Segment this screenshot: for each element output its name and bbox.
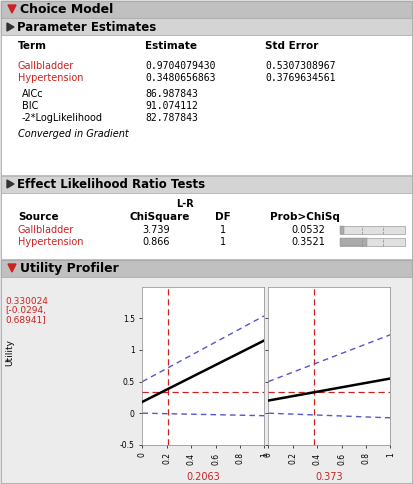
Text: 0.866: 0.866 xyxy=(142,237,170,247)
Text: DF: DF xyxy=(215,212,231,222)
Text: Parameter Estimates: Parameter Estimates xyxy=(17,21,156,34)
Bar xyxy=(1,18,412,35)
Text: 1: 1 xyxy=(220,225,226,235)
Text: [-0.0294,: [-0.0294, xyxy=(5,306,46,315)
Bar xyxy=(1,193,412,259)
Text: 0.2063: 0.2063 xyxy=(187,471,220,482)
Text: 0.9704079430: 0.9704079430 xyxy=(145,61,216,71)
Text: Hypertension: Hypertension xyxy=(18,237,83,247)
Text: 1: 1 xyxy=(220,237,226,247)
Bar xyxy=(340,238,368,246)
Bar xyxy=(340,238,405,246)
Text: Term: Term xyxy=(18,41,47,51)
Polygon shape xyxy=(8,5,16,13)
Text: Utility: Utility xyxy=(5,338,14,365)
Bar xyxy=(1,1,412,18)
Text: 3.739: 3.739 xyxy=(142,225,170,235)
Bar xyxy=(340,226,405,234)
Bar xyxy=(1,260,412,277)
Text: 0.330024: 0.330024 xyxy=(5,297,48,306)
Text: L-R: L-R xyxy=(176,199,194,209)
Text: Source: Source xyxy=(18,212,59,222)
Text: 82.787843: 82.787843 xyxy=(145,113,198,123)
Text: Gallbladder: Gallbladder xyxy=(18,61,74,71)
Text: Hypertension: Hypertension xyxy=(18,73,83,83)
Text: 0.0532: 0.0532 xyxy=(291,225,325,235)
Polygon shape xyxy=(7,23,14,31)
Text: Utility Profiler: Utility Profiler xyxy=(20,262,119,275)
Text: AICc: AICc xyxy=(22,89,44,99)
Text: 0.3521: 0.3521 xyxy=(291,237,325,247)
Text: 0.373: 0.373 xyxy=(316,471,343,482)
Text: 86.987843: 86.987843 xyxy=(145,89,198,99)
Text: 0.68941]: 0.68941] xyxy=(5,315,46,324)
Text: Estimate: Estimate xyxy=(145,41,197,51)
Text: 91.074112: 91.074112 xyxy=(145,101,198,111)
Text: Gallbladder: Gallbladder xyxy=(18,225,74,235)
Text: Effect Likelihood Ratio Tests: Effect Likelihood Ratio Tests xyxy=(17,178,205,191)
Bar xyxy=(1,277,412,483)
Text: 0.5307308967: 0.5307308967 xyxy=(265,61,335,71)
Polygon shape xyxy=(8,264,16,272)
Text: BIC: BIC xyxy=(22,101,38,111)
Bar xyxy=(1,176,412,193)
Text: ChiSquare: ChiSquare xyxy=(130,212,190,222)
Text: Std Error: Std Error xyxy=(265,41,318,51)
Bar xyxy=(1,35,412,175)
Text: -2*LogLikelihood: -2*LogLikelihood xyxy=(22,113,103,123)
Bar xyxy=(340,226,344,234)
Text: 0.3480656863: 0.3480656863 xyxy=(145,73,216,83)
Text: 0.3769634561: 0.3769634561 xyxy=(265,73,335,83)
Text: Choice Model: Choice Model xyxy=(20,3,113,16)
Text: Converged in Gradient: Converged in Gradient xyxy=(18,129,129,139)
Polygon shape xyxy=(7,180,14,188)
Text: Prob>ChiSq: Prob>ChiSq xyxy=(270,212,340,222)
